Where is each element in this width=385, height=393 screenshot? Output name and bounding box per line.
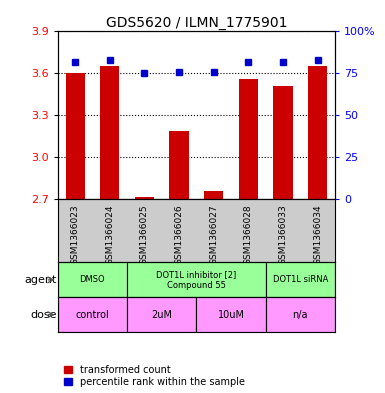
Text: DMSO: DMSO <box>80 275 105 285</box>
Text: GSM1366023: GSM1366023 <box>70 204 80 265</box>
Text: agent: agent <box>25 275 57 285</box>
Bar <box>58 297 127 332</box>
Bar <box>65 73 85 200</box>
Bar <box>169 131 189 200</box>
Text: dose: dose <box>30 310 57 320</box>
Legend: transformed count, percentile rank within the sample: transformed count, percentile rank withi… <box>63 364 246 388</box>
Text: GSM1366028: GSM1366028 <box>244 204 253 265</box>
Text: GSM1366034: GSM1366034 <box>313 204 322 265</box>
Text: 10uM: 10uM <box>218 310 244 320</box>
Text: GSM1366033: GSM1366033 <box>278 204 288 265</box>
Bar <box>308 66 327 200</box>
Bar <box>127 263 266 297</box>
Bar <box>266 297 335 332</box>
Text: 2uM: 2uM <box>151 310 172 320</box>
Bar <box>266 263 335 297</box>
Text: GSM1366025: GSM1366025 <box>140 204 149 265</box>
Title: GDS5620 / ILMN_1775901: GDS5620 / ILMN_1775901 <box>105 17 287 30</box>
Bar <box>204 191 223 200</box>
Text: GSM1366026: GSM1366026 <box>174 204 184 265</box>
Bar <box>127 297 196 332</box>
Bar <box>100 66 119 200</box>
Bar <box>196 297 266 332</box>
Text: n/a: n/a <box>293 310 308 320</box>
Text: control: control <box>75 310 109 320</box>
Bar <box>135 196 154 200</box>
Bar <box>273 86 293 200</box>
Text: GSM1366027: GSM1366027 <box>209 204 218 265</box>
Bar <box>58 263 127 297</box>
Bar <box>239 79 258 200</box>
Text: DOT1L siRNA: DOT1L siRNA <box>273 275 328 285</box>
Text: DOT1L inhibitor [2]
Compound 55: DOT1L inhibitor [2] Compound 55 <box>156 270 236 290</box>
Text: GSM1366024: GSM1366024 <box>105 204 114 265</box>
